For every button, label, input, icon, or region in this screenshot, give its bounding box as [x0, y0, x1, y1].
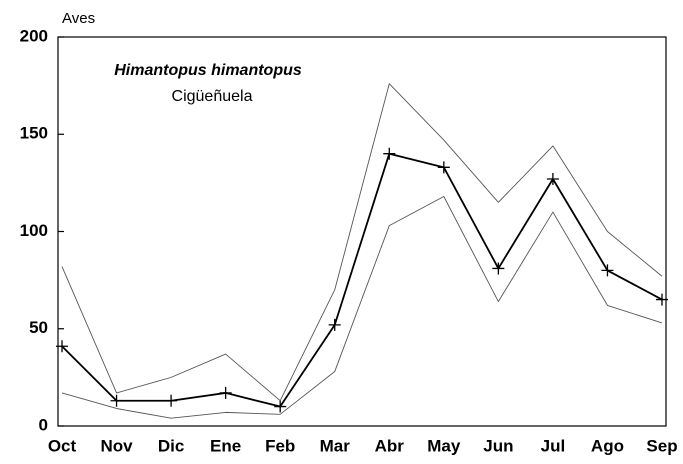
point-marker: [656, 293, 668, 306]
x-tick-label: Jul: [541, 436, 566, 455]
plot-frame: [57, 36, 667, 427]
point-marker: [492, 262, 505, 275]
series-line: [61, 196, 663, 419]
chart-title: Himantopus himantopus: [114, 62, 302, 79]
x-tick-label: Jun: [483, 436, 513, 455]
point-marker: [274, 400, 287, 413]
point-marker: [110, 394, 123, 407]
x-tick-label: Oct: [48, 436, 77, 455]
y-tick-label: 50: [29, 318, 48, 337]
y-tick-label: 0: [39, 415, 48, 434]
x-tick-label: Nov: [100, 436, 133, 455]
point-marker: [601, 264, 614, 277]
series-line: [61, 152, 663, 408]
point-marker: [437, 161, 450, 174]
point-marker: [219, 386, 232, 399]
x-tick-label: Feb: [265, 436, 295, 455]
point-marker: [328, 318, 341, 331]
x-tick-label: Ago: [591, 436, 624, 455]
y-tick-label: 200: [20, 26, 48, 45]
x-tick-label: May: [427, 436, 461, 455]
x-tick-label: Sep: [646, 436, 677, 455]
x-tick-label: Mar: [320, 436, 351, 455]
x-tick-label: Ene: [210, 436, 241, 455]
point-marker: [383, 147, 396, 160]
x-tick-label: Dic: [158, 436, 184, 455]
x-tick-label: Abr: [375, 436, 405, 455]
series-line: [61, 83, 663, 402]
y-tick-label: 100: [20, 221, 48, 240]
point-marker: [546, 172, 559, 185]
chart-subtitle: Cigüeñuela: [172, 88, 253, 105]
y-tick-label: 150: [20, 124, 48, 143]
y-axis-label: Aves: [62, 10, 95, 27]
point-marker: [165, 394, 178, 407]
point-marker: [56, 340, 68, 353]
